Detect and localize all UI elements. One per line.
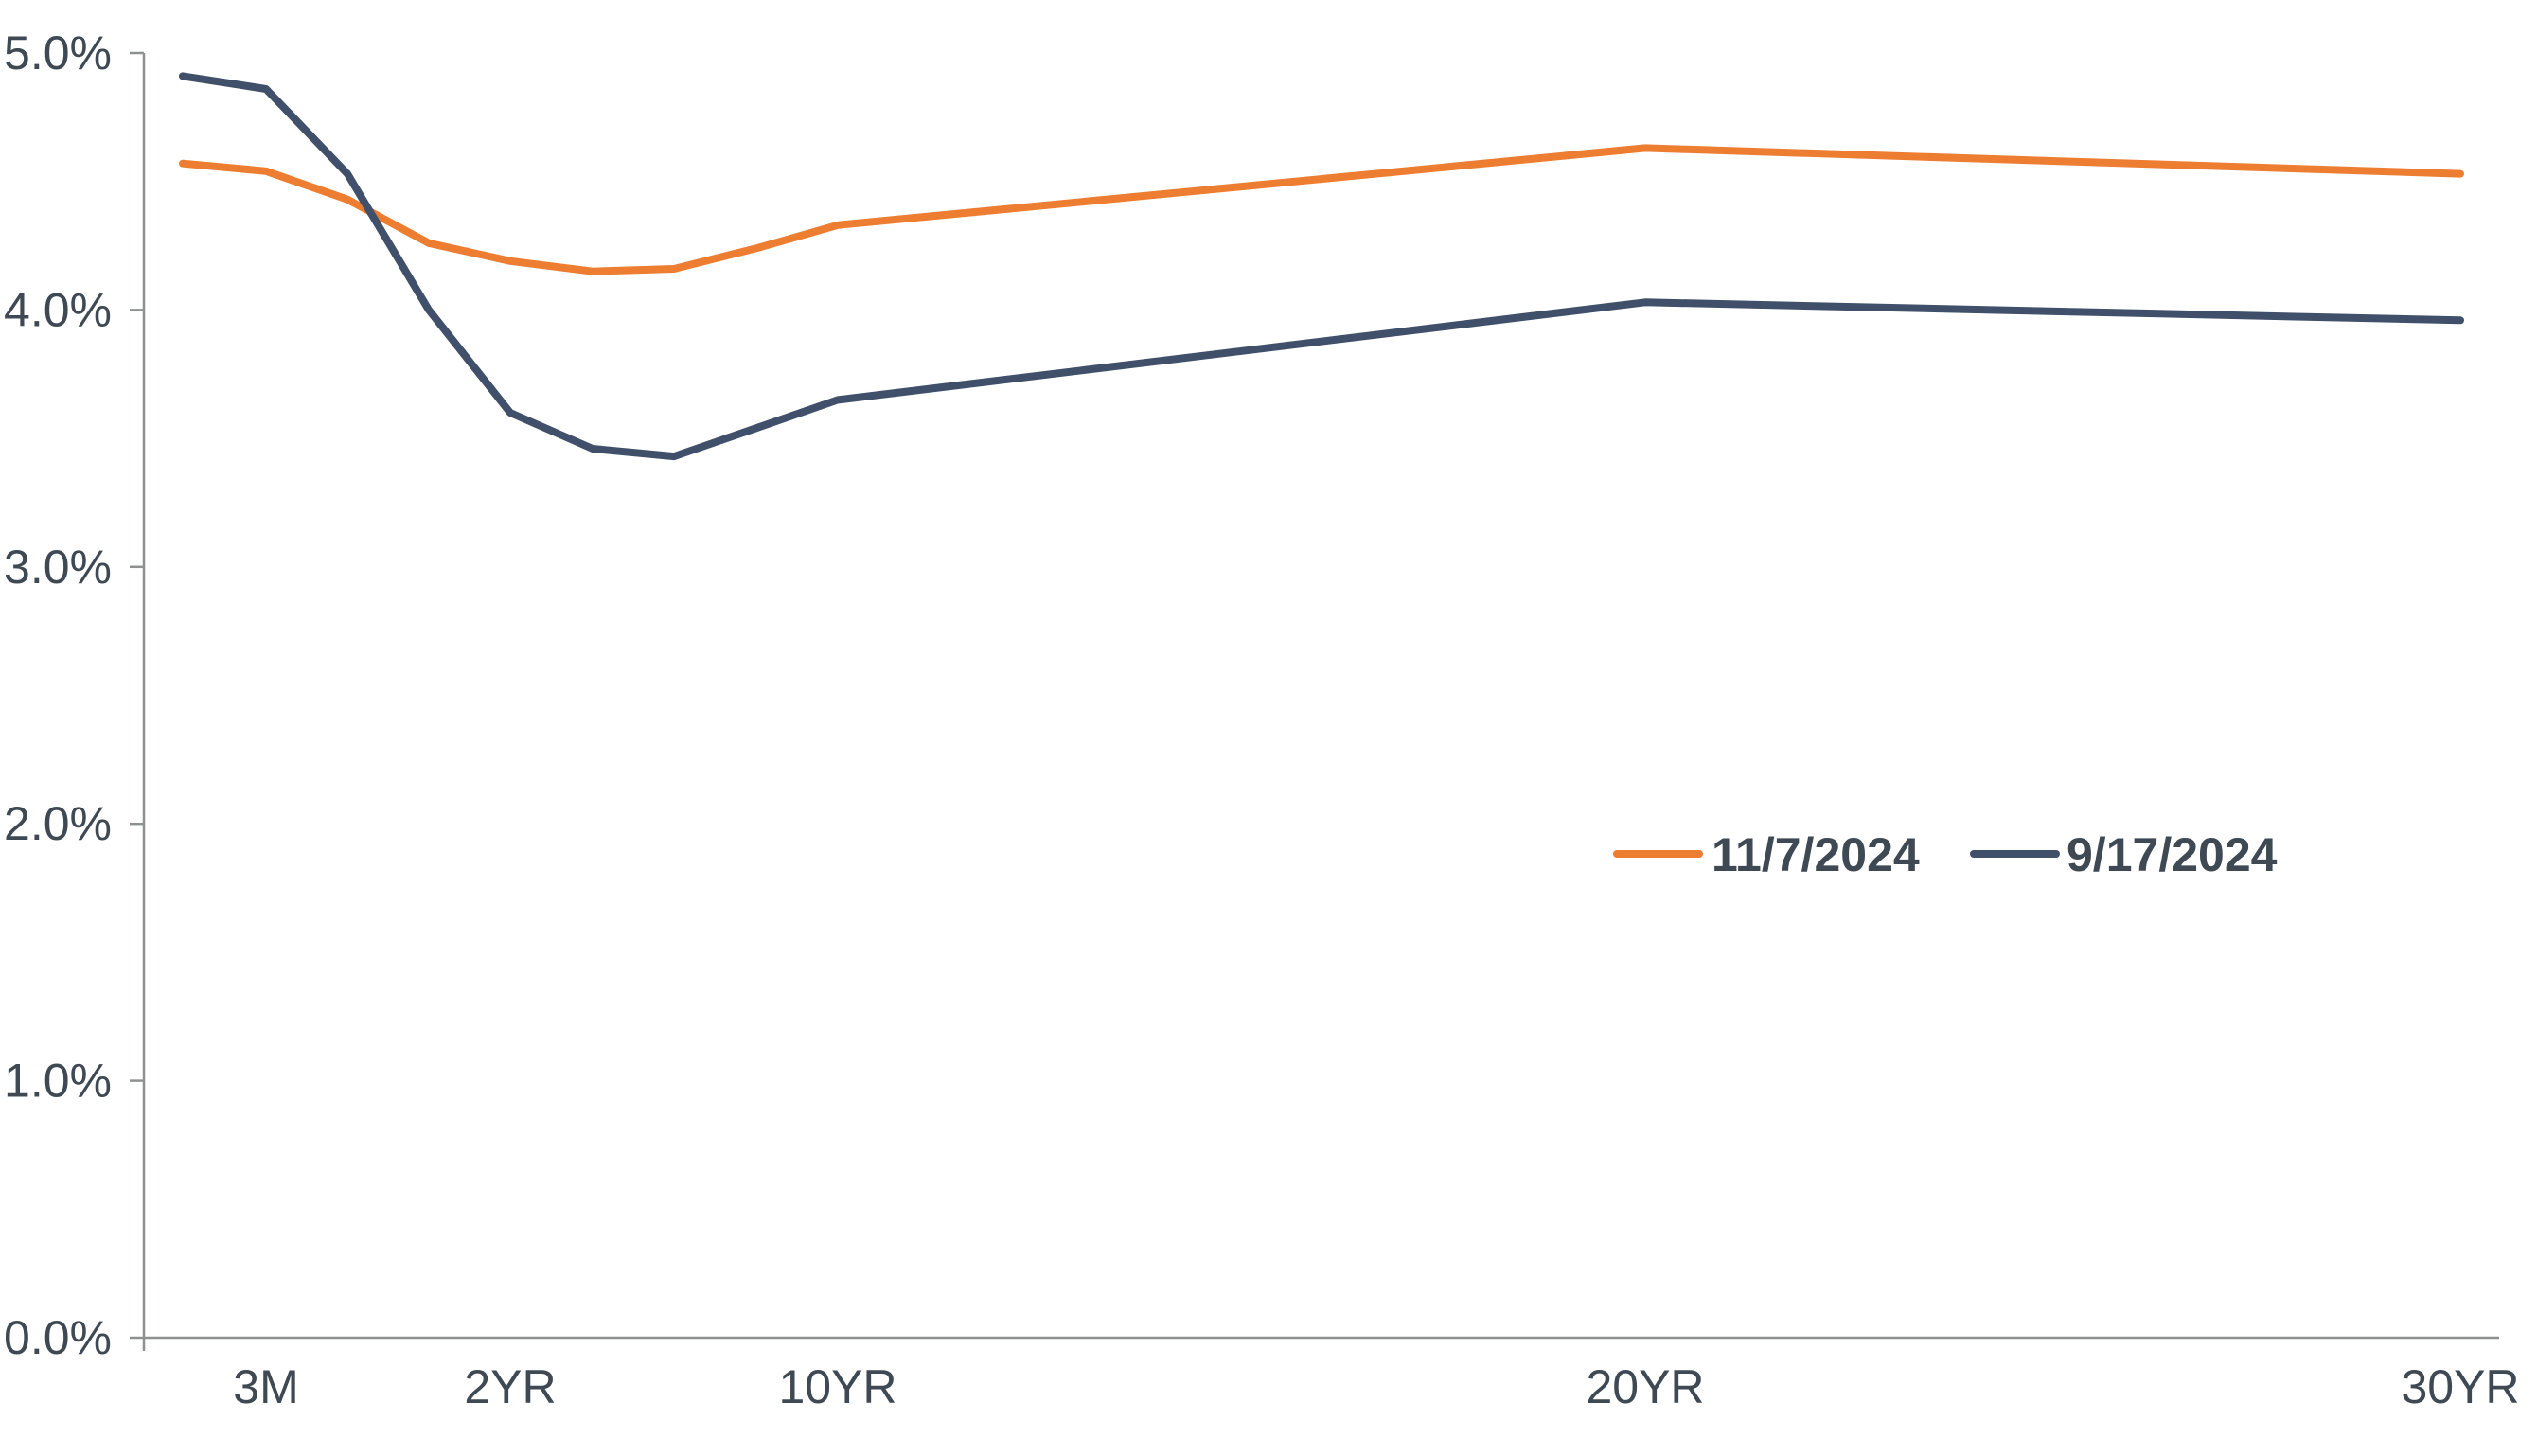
legend-swatch-11-7-2024 [1613,850,1703,858]
x-axis-tick-label: 3M [233,1360,298,1413]
series-line-9-17-2024 [179,72,2464,461]
x-axis-tick-label: 2YR [464,1360,556,1413]
y-axis-tick-label: 4.0% [4,283,112,336]
y-axis-tick-label: 3.0% [4,541,112,594]
legend-label-11-7-2024: 11/7/2024 [1712,828,1920,881]
x-axis-tick-label: 10YR [778,1360,896,1413]
series-line-11-7-2024 [179,144,2464,275]
y-axis-tick-label: 1.0% [4,1055,112,1108]
legend-swatch-9-17-2024 [1970,850,2060,858]
y-axis-tick-label: 0.0% [4,1311,112,1364]
y-axis-tick-label: 5.0% [4,27,112,80]
y-axis-tick-label: 2.0% [4,797,112,850]
x-axis-tick-label: 20YR [1586,1360,1704,1413]
x-axis-tick-label: 30YR [2401,1360,2519,1413]
legend-label-9-17-2024: 9/17/2024 [2067,828,2278,881]
